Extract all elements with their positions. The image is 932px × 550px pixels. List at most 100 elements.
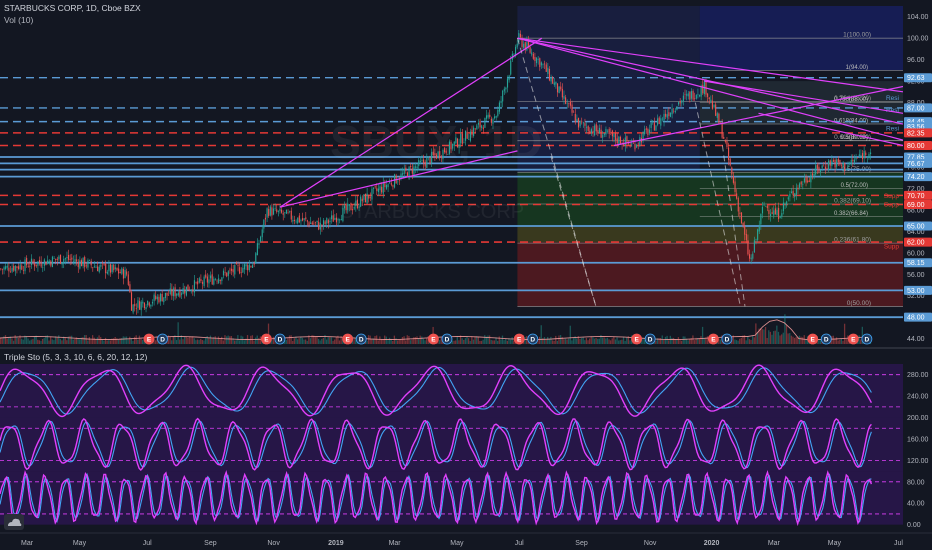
volume-bar xyxy=(51,339,53,344)
candle-body xyxy=(221,277,223,281)
volume-bar xyxy=(217,336,220,344)
volume-bar xyxy=(3,336,5,344)
tradingview-logo[interactable] xyxy=(4,514,24,530)
candle-body xyxy=(84,256,86,268)
candle-body xyxy=(684,94,686,95)
candle-body xyxy=(143,302,145,309)
volume-bar xyxy=(748,339,751,344)
candle-body xyxy=(610,132,612,133)
volume-bar xyxy=(622,336,625,344)
candle-body xyxy=(558,86,560,94)
volume-bar xyxy=(426,338,428,344)
fib-zone-upper xyxy=(517,6,700,173)
candle-body xyxy=(768,209,770,214)
volume-bar xyxy=(137,339,139,344)
candle-body xyxy=(274,208,276,209)
candle-body xyxy=(563,96,565,99)
candle-body xyxy=(837,158,839,163)
volume-bar xyxy=(505,338,507,344)
candle-body xyxy=(537,59,539,60)
volume-bars xyxy=(0,314,872,344)
candle-body xyxy=(64,258,66,260)
volume-bar xyxy=(109,340,112,344)
candle-body xyxy=(595,124,597,132)
volume-bar xyxy=(54,336,57,344)
candle-body xyxy=(579,120,581,127)
volume-bar xyxy=(626,337,628,344)
candle-body xyxy=(728,147,730,160)
volume-bar xyxy=(258,338,260,344)
candle-body xyxy=(156,296,158,300)
candle-body xyxy=(134,303,136,307)
candle-body xyxy=(14,265,16,272)
fib2-level-label: 0.382(66.84) xyxy=(834,211,868,217)
candle-body xyxy=(731,167,733,175)
volume-bar xyxy=(687,340,689,344)
candle-body xyxy=(510,60,512,75)
candle-body xyxy=(316,220,318,223)
candle-body xyxy=(615,132,617,141)
candle-body xyxy=(111,264,113,273)
candle-body xyxy=(361,198,363,202)
volume-bar xyxy=(304,339,307,344)
candle-body xyxy=(786,201,788,206)
candle-body xyxy=(753,240,755,253)
candle-body xyxy=(50,261,52,266)
candle-body xyxy=(726,141,728,147)
event-marker-earnings xyxy=(428,333,439,345)
volume-bar xyxy=(831,336,833,344)
candle-body xyxy=(397,181,399,183)
price-label-text: 70.70 xyxy=(907,193,925,200)
candle-body xyxy=(168,294,170,296)
candle-body xyxy=(250,266,252,267)
candle-body xyxy=(829,160,831,166)
candle-body xyxy=(803,178,805,183)
candle-body xyxy=(331,215,333,220)
volume-bar xyxy=(301,337,304,344)
candle-body xyxy=(148,302,150,306)
volume-bar xyxy=(503,340,505,344)
candle-body xyxy=(734,181,736,192)
candle-body xyxy=(413,166,415,176)
candle-body xyxy=(159,293,162,302)
volume-bar xyxy=(135,335,137,344)
candle-body xyxy=(587,126,589,131)
candle-body xyxy=(135,308,137,310)
volume-bar xyxy=(14,335,16,344)
candle-body xyxy=(690,91,693,99)
candle-body xyxy=(363,194,365,200)
volume-bar xyxy=(230,335,233,344)
candle-body xyxy=(857,157,859,159)
candle-body xyxy=(695,94,697,99)
candle-body xyxy=(153,294,155,302)
price-label-text: 83.56 xyxy=(907,124,925,131)
candle-body xyxy=(17,266,20,269)
volume-bar xyxy=(325,339,328,344)
candle-body xyxy=(298,215,300,223)
axis-background xyxy=(903,0,932,550)
candle-body xyxy=(452,143,454,149)
volume-bar xyxy=(677,337,680,344)
volume-bar xyxy=(438,339,441,344)
volume-bar xyxy=(182,339,184,344)
candle-body xyxy=(605,128,607,135)
candle-body xyxy=(431,152,433,163)
candle-body xyxy=(410,165,412,168)
volume-bar xyxy=(45,335,47,344)
candle-body xyxy=(324,221,326,225)
candle-body xyxy=(347,203,349,211)
candle-body xyxy=(377,188,379,193)
volume-bar xyxy=(453,340,455,344)
candle-body xyxy=(442,149,444,160)
candle-body xyxy=(77,261,79,268)
volume-bar xyxy=(500,339,502,344)
volume-bar xyxy=(59,339,61,344)
candle-body xyxy=(779,216,781,218)
candle-body xyxy=(114,267,116,270)
candle-body xyxy=(521,37,523,47)
event-marker-label: D xyxy=(725,337,730,344)
volume-bar xyxy=(466,336,468,344)
candle-body xyxy=(371,188,373,200)
volume-bar xyxy=(229,336,231,344)
candle-body xyxy=(197,281,199,285)
